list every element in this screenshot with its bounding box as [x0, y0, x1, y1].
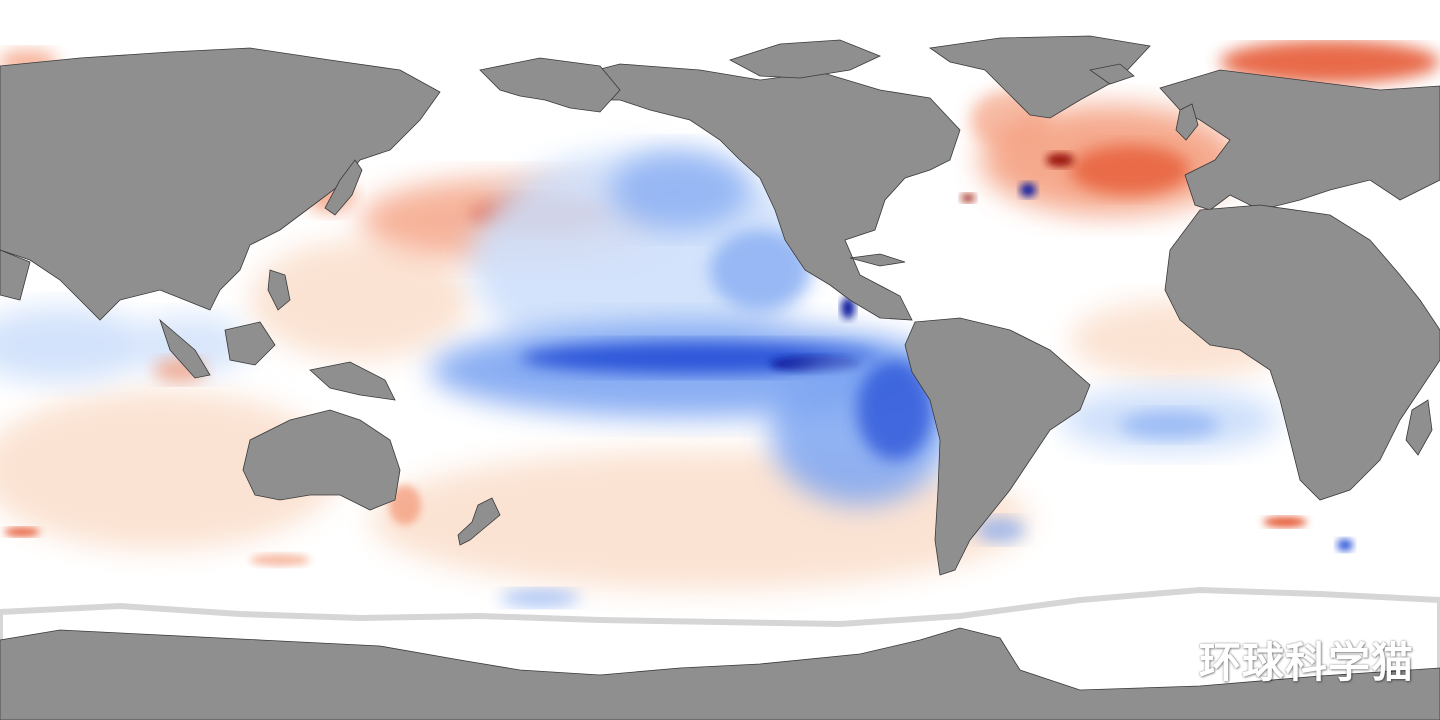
anomaly-barents-warm [1220, 40, 1440, 84]
anomaly-southern-streak-6 [250, 554, 310, 566]
land-layer [0, 35, 1440, 720]
land-iceland [1089, 63, 1135, 85]
land-philippines [267, 269, 291, 311]
land-new-zealand [457, 497, 501, 546]
anomaly-west-pacific-warm [250, 240, 470, 360]
anomaly-southern-streak-3 [975, 518, 1025, 542]
land-eurasia [1159, 69, 1440, 211]
anomaly-indian-ocean-cool [0, 307, 150, 383]
land-arabia-edge [0, 249, 31, 301]
land-japan [324, 159, 363, 216]
anomaly-layer [0, 40, 1440, 606]
anomaly-gulf-stream-warm-2 [961, 194, 975, 202]
land-sumatra [159, 318, 211, 379]
anomaly-southern-streak-1 [1263, 517, 1307, 527]
land-south-america [904, 317, 1091, 576]
anomaly-ne-pacific-cool-core [610, 150, 750, 230]
anomaly-mexico-coast-cool [710, 230, 810, 310]
anomaly-indian-ocean-cool-2 [130, 315, 250, 375]
land-antarctica [0, 627, 1440, 720]
anomaly-nz-warm [389, 485, 421, 525]
land-greenland [928, 35, 1151, 119]
land-africa [1164, 204, 1440, 501]
land-new-guinea [309, 361, 396, 401]
anomaly-panama-cold [841, 297, 855, 319]
watermark-text: 环球科学猫 [1198, 638, 1414, 687]
anomaly-gulf-stream-warm [1046, 153, 1074, 167]
land-alaska [479, 57, 621, 113]
anomaly-southern-streak-4 [4, 528, 40, 536]
anomaly-south-indian-warm [0, 390, 340, 550]
land-madagascar [1405, 399, 1433, 456]
land-british-isles [1175, 103, 1199, 141]
arctic-ice-north-america [0, 0, 1440, 78]
anomaly-southern-streak-2 [1337, 539, 1353, 551]
land-north-america [564, 63, 961, 321]
anomaly-south-atlantic-cool-core [1120, 411, 1220, 439]
land-arctic-islands [728, 39, 882, 79]
anomaly-se-pacific-cool-core [857, 360, 933, 460]
anomaly-gulf-stream-cold [1020, 183, 1036, 197]
land-asia-west [0, 47, 441, 321]
anomaly-north-atlantic-warm-core [1070, 145, 1190, 195]
land-australia [242, 409, 401, 511]
anomaly-southern-streak-5 [500, 590, 580, 606]
land-cuba [849, 253, 906, 267]
land-borneo [224, 321, 276, 366]
